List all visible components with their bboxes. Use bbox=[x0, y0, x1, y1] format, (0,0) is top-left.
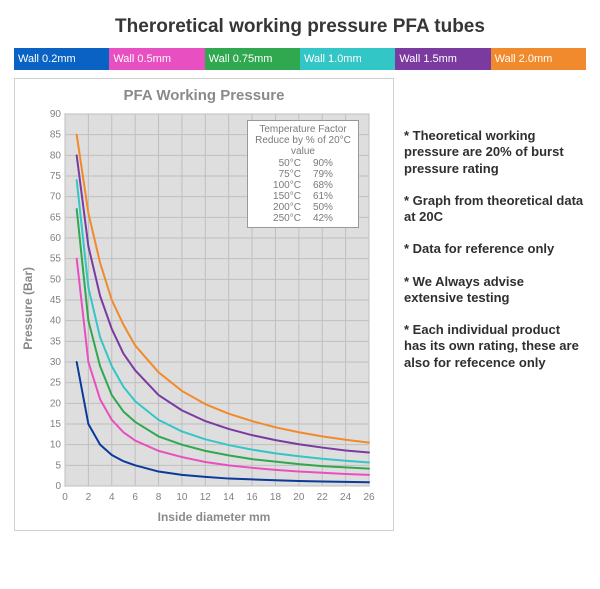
legend-item-5: Wall 2.0mm bbox=[491, 48, 586, 70]
svg-text:80: 80 bbox=[50, 150, 62, 161]
legend-bar: Wall 0.2mmWall 0.5mmWall 0.75mmWall 1.0m… bbox=[14, 48, 586, 70]
svg-text:10: 10 bbox=[50, 440, 62, 451]
svg-text:4: 4 bbox=[109, 492, 115, 503]
svg-text:12: 12 bbox=[200, 492, 212, 503]
chart-card: PFA Working Pressure Pressure (Bar) 0246… bbox=[14, 78, 394, 531]
note-0: * Theoretical working pressure are 20% o… bbox=[404, 128, 586, 177]
legend-item-0: Wall 0.2mm bbox=[14, 48, 109, 70]
svg-text:15: 15 bbox=[50, 419, 62, 430]
svg-text:30: 30 bbox=[50, 357, 62, 368]
svg-text:22: 22 bbox=[317, 492, 329, 503]
note-3: * We Always advise extensive testing bbox=[404, 274, 586, 307]
svg-text:8: 8 bbox=[156, 492, 162, 503]
chart-ylabel: Pressure (Bar) bbox=[21, 267, 35, 350]
svg-text:16: 16 bbox=[247, 492, 259, 503]
svg-text:14: 14 bbox=[223, 492, 235, 503]
chart-plot: 0246810121416182022242605101520253035404… bbox=[37, 108, 377, 508]
svg-text:2: 2 bbox=[86, 492, 92, 503]
svg-text:24: 24 bbox=[340, 492, 352, 503]
temperature-factor-box: Temperature FactorReduce by % of 20°Cval… bbox=[247, 120, 359, 228]
svg-text:5: 5 bbox=[55, 460, 61, 471]
svg-text:50: 50 bbox=[50, 274, 62, 285]
svg-text:75: 75 bbox=[50, 171, 62, 182]
svg-text:0: 0 bbox=[55, 481, 61, 492]
legend-item-3: Wall 1.0mm bbox=[300, 48, 395, 70]
svg-text:60: 60 bbox=[50, 233, 62, 244]
page-title: Theroretical working pressure PFA tubes bbox=[14, 16, 586, 38]
svg-text:70: 70 bbox=[50, 192, 62, 203]
legend-item-4: Wall 1.5mm bbox=[395, 48, 490, 70]
svg-text:40: 40 bbox=[50, 316, 62, 327]
svg-text:65: 65 bbox=[50, 212, 62, 223]
svg-text:20: 20 bbox=[293, 492, 305, 503]
svg-text:45: 45 bbox=[50, 295, 62, 306]
svg-text:26: 26 bbox=[363, 492, 375, 503]
svg-text:90: 90 bbox=[50, 109, 62, 120]
svg-text:35: 35 bbox=[50, 336, 62, 347]
svg-text:25: 25 bbox=[50, 378, 62, 389]
svg-text:0: 0 bbox=[62, 492, 68, 503]
svg-text:85: 85 bbox=[50, 130, 62, 141]
chart-xlabel: Inside diameter mm bbox=[21, 510, 387, 524]
legend-item-1: Wall 0.5mm bbox=[109, 48, 204, 70]
svg-text:6: 6 bbox=[132, 492, 138, 503]
note-2: * Data for reference only bbox=[404, 241, 586, 257]
note-1: * Graph from theoretical data at 20C bbox=[404, 193, 586, 226]
chart-title: PFA Working Pressure bbox=[21, 87, 387, 104]
svg-text:10: 10 bbox=[176, 492, 188, 503]
svg-text:18: 18 bbox=[270, 492, 282, 503]
legend-item-2: Wall 0.75mm bbox=[205, 48, 300, 70]
notes-panel: * Theoretical working pressure are 20% o… bbox=[404, 78, 586, 531]
note-4: * Each individual product has its own ra… bbox=[404, 322, 586, 371]
svg-text:20: 20 bbox=[50, 398, 62, 409]
svg-text:55: 55 bbox=[50, 254, 62, 265]
